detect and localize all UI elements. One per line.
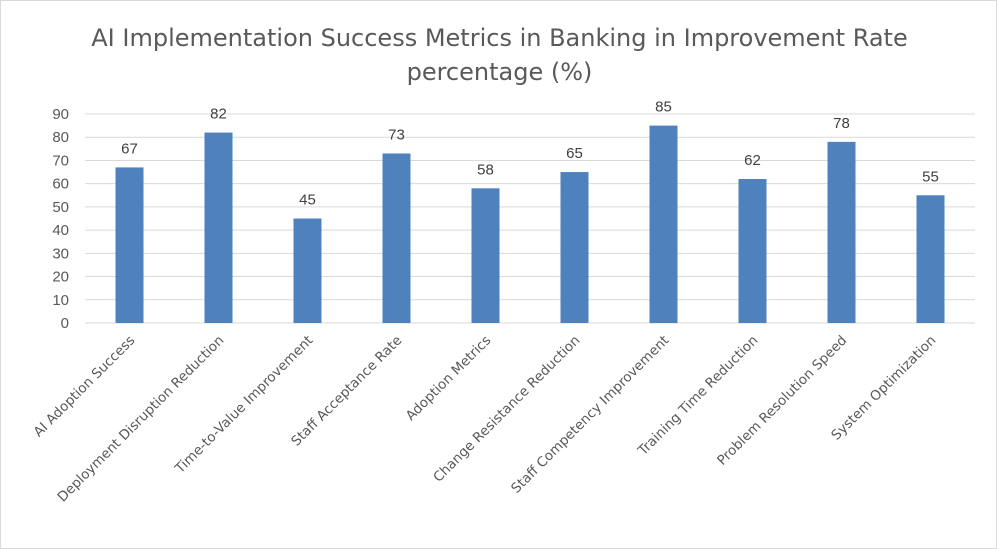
data-label: 82 xyxy=(210,106,227,123)
y-tick-label: 0 xyxy=(61,315,69,332)
bars xyxy=(115,125,945,323)
y-tick-label: 70 xyxy=(52,152,69,169)
bar xyxy=(204,132,233,323)
data-label: 58 xyxy=(477,161,494,178)
bar xyxy=(560,172,589,323)
y-tick-label: 50 xyxy=(52,199,69,216)
data-label: 55 xyxy=(922,168,939,185)
x-tick-label: AI Adoption Success xyxy=(31,333,139,441)
bar xyxy=(293,218,322,323)
y-tick-label: 90 xyxy=(52,106,69,123)
bar xyxy=(649,125,678,323)
data-label: 78 xyxy=(833,115,850,132)
y-tick-label: 20 xyxy=(52,269,69,286)
bar xyxy=(738,179,767,323)
chart-title: AI Implementation Success Metrics in Ban… xyxy=(91,24,908,86)
data-label: 67 xyxy=(121,140,138,157)
data-label: 45 xyxy=(299,192,316,209)
x-tick-label: Adoption Metrics xyxy=(403,333,495,425)
y-tick-label: 30 xyxy=(52,245,69,262)
bar xyxy=(471,188,500,323)
bar xyxy=(827,141,856,323)
data-label: 65 xyxy=(566,145,583,162)
bar xyxy=(916,195,945,323)
data-label: 73 xyxy=(388,126,405,143)
y-axis: 0 10 20 30 40 50 60 70 80 90 xyxy=(52,106,69,332)
data-labels: 67 82 45 73 58 65 85 62 78 55 xyxy=(121,99,939,209)
y-tick-label: 10 xyxy=(52,292,69,309)
x-tick-label: Change Resistance Reduction xyxy=(430,333,583,486)
y-tick-label: 40 xyxy=(52,222,69,239)
y-tick-label: 60 xyxy=(52,176,69,193)
x-tick-label: Staff Competency Improvement xyxy=(508,333,672,497)
x-tick-label: Deployment Disruption Reduction xyxy=(55,333,228,506)
bar xyxy=(115,167,144,323)
data-label: 62 xyxy=(744,152,761,169)
y-tick-label: 80 xyxy=(52,129,69,146)
data-label: 85 xyxy=(655,99,672,116)
bar xyxy=(382,153,411,323)
gridlines xyxy=(85,113,975,324)
